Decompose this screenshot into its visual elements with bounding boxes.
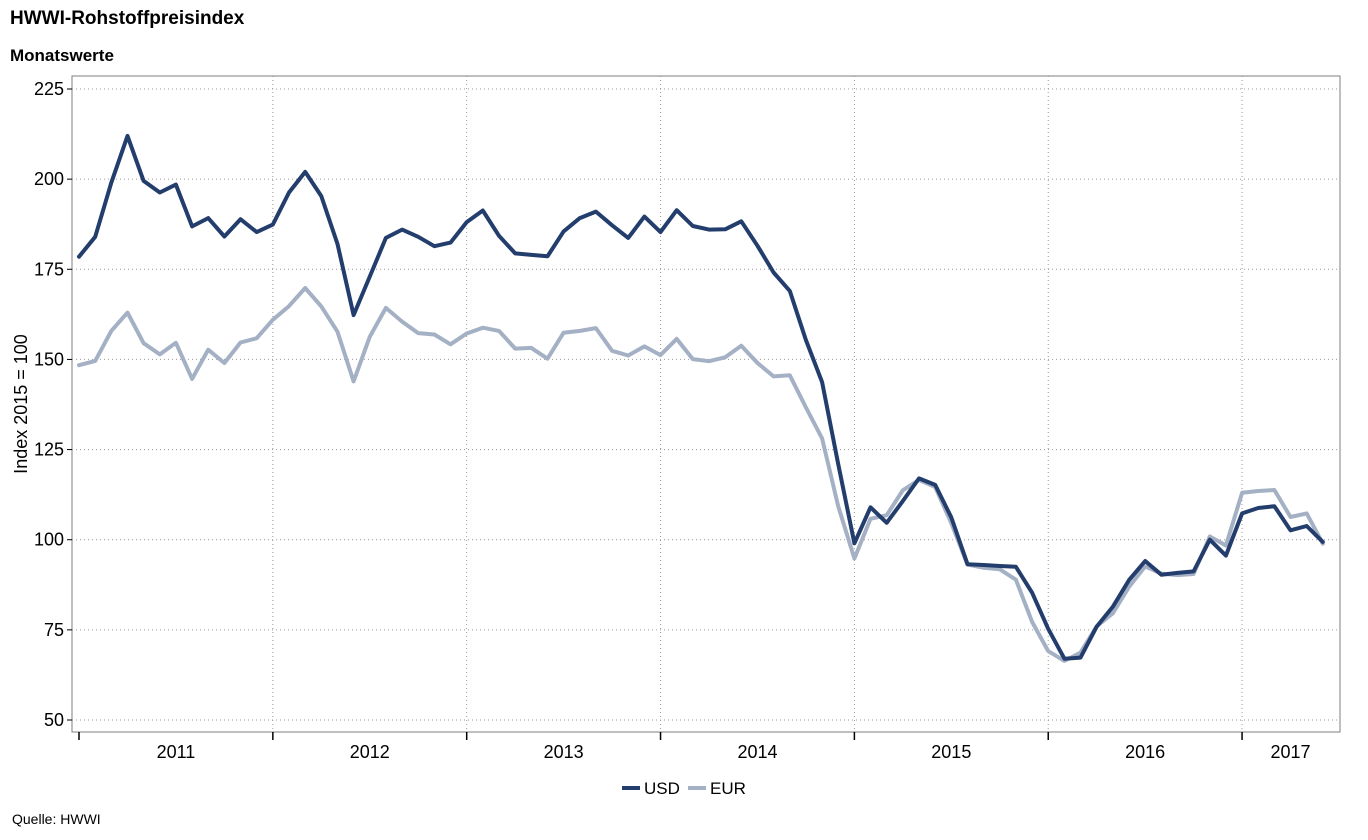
x-tick-label: 2016	[1125, 742, 1165, 762]
x-tick-label: 2013	[544, 742, 584, 762]
x-tick-label: 2014	[737, 742, 777, 762]
y-tick-label: 175	[34, 259, 64, 279]
source-note: Quelle: HWWI	[12, 811, 101, 827]
plot-frame	[71, 75, 1341, 733]
x-tick-label: 2011	[157, 742, 196, 762]
y-tick-label: 75	[44, 620, 64, 640]
legend-label-eur: EUR	[710, 779, 746, 798]
chart-subtitle: Monatswerte	[10, 46, 114, 65]
x-tick-label: 2017	[1271, 742, 1311, 762]
series-line-eur	[77, 286, 1325, 663]
y-tick-label: 200	[34, 169, 64, 189]
chart-title: HWWI-Rohstoffpreisindex	[10, 8, 245, 29]
series-line-usd	[77, 133, 1325, 661]
y-tick-label: 50	[44, 710, 64, 730]
y-axis-label: Index 2015 = 100	[11, 334, 31, 474]
y-tick-label: 225	[34, 79, 64, 99]
x-tick-label: 2012	[350, 742, 390, 762]
y-tick-label: 150	[34, 349, 64, 369]
legend-label-usd: USD	[644, 779, 680, 798]
x-tick-label: 2015	[931, 742, 971, 762]
y-tick-label: 125	[34, 440, 64, 460]
y-tick-label: 100	[34, 530, 64, 550]
